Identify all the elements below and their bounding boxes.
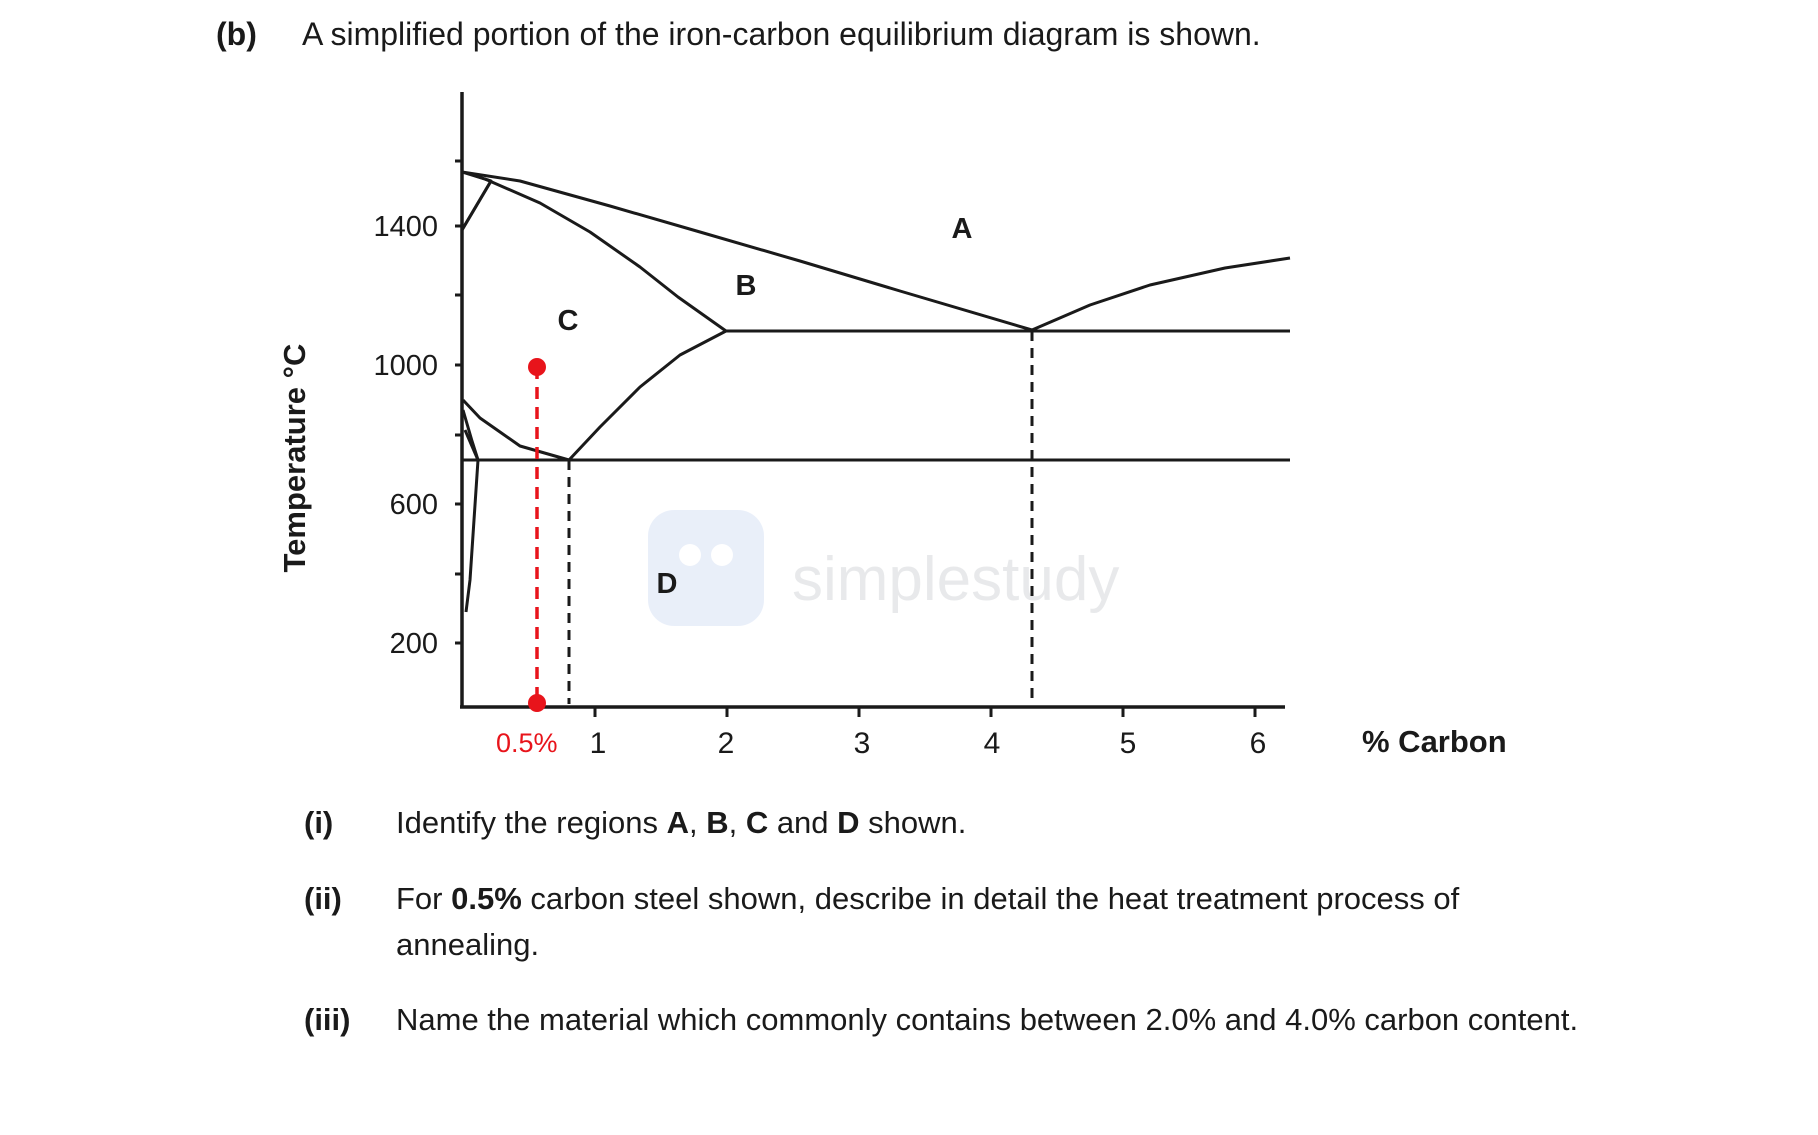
text-segment: , xyxy=(688,805,707,840)
bold-text: 0.5% xyxy=(451,881,522,916)
text-segment: Identify the regions xyxy=(396,805,667,840)
marker-top-point xyxy=(528,358,546,376)
question-number: (b) xyxy=(216,16,257,52)
x-tick-6: 6 xyxy=(1250,727,1267,760)
x-tick-4: 4 xyxy=(984,727,1001,760)
text-segment: shown. xyxy=(859,805,967,840)
region-d-label: D xyxy=(657,568,678,600)
x-tick-3: 3 xyxy=(854,727,871,760)
text-segment: , xyxy=(728,805,746,840)
bold-text: A xyxy=(666,805,689,840)
y-tick-600: 600 xyxy=(390,489,438,521)
ferrite-left xyxy=(463,429,480,461)
watermark-logo-icon xyxy=(648,510,764,626)
y-tick-1000: 1000 xyxy=(373,350,438,382)
part-text: Name the material which commonly contain… xyxy=(396,997,1596,1043)
x-axis-ticks xyxy=(593,707,1257,717)
question-text: A simplified portion of the iron-carbon … xyxy=(302,16,1261,52)
part-text: Identify the regions A, B, C and D shown… xyxy=(396,800,1596,846)
x-tick-1: 1 xyxy=(590,727,607,760)
text-segment: carbon steel shown, describe in detail t… xyxy=(396,881,1460,962)
part-text: For 0.5% carbon steel shown, describe in… xyxy=(396,876,1596,968)
part-number: (ii) xyxy=(304,881,342,916)
bold-text: D xyxy=(837,805,860,840)
text-segment: Name the material which commonly contain… xyxy=(396,1002,1579,1037)
watermark-text: simplestudy xyxy=(792,545,1119,614)
liquidus-left xyxy=(461,170,1033,332)
x-tick-2: 2 xyxy=(718,727,735,760)
y-axis-ticks xyxy=(455,159,462,645)
liquidus-right xyxy=(1031,256,1291,332)
text-segment: and xyxy=(768,805,838,840)
x-tick-labels: 1 2 3 4 5 6 xyxy=(590,727,1267,760)
marker-bottom-point xyxy=(528,694,546,712)
question-header: (b) A simplified portion of the iron-carb… xyxy=(216,16,1261,53)
part-number: (i) xyxy=(304,805,334,840)
region-c-label: C xyxy=(558,305,579,337)
part-number: (iii) xyxy=(304,1002,351,1037)
bold-text: C xyxy=(745,805,769,840)
delta-inner xyxy=(469,172,492,183)
region-b-label: B xyxy=(736,270,757,302)
y-axis-label: Temperature °C xyxy=(277,344,312,573)
phase-lines xyxy=(460,170,1291,613)
y-tick-labels: 1400 1000 600 200 xyxy=(373,211,438,660)
ferrite-boundary xyxy=(461,409,480,613)
watermark: simplestudy xyxy=(648,510,1119,626)
y-tick-1400: 1400 xyxy=(373,211,438,243)
delta-lower xyxy=(460,180,493,231)
axes xyxy=(455,92,1285,717)
bold-text: B xyxy=(706,805,729,840)
x-axis-label: % Carbon xyxy=(1362,724,1507,759)
a3-line xyxy=(461,398,570,462)
dashed-guides xyxy=(567,331,1034,704)
text-segment: For xyxy=(396,881,452,916)
y-tick-200: 200 xyxy=(390,628,438,660)
region-labels: A B C D xyxy=(558,213,973,600)
acm-line xyxy=(567,329,727,462)
solidus xyxy=(484,177,727,333)
marker-label: 0.5% xyxy=(496,728,558,758)
region-a-label: A xyxy=(952,213,973,245)
x-tick-5: 5 xyxy=(1120,727,1137,760)
carbon-marker: 0.5% xyxy=(496,358,558,758)
